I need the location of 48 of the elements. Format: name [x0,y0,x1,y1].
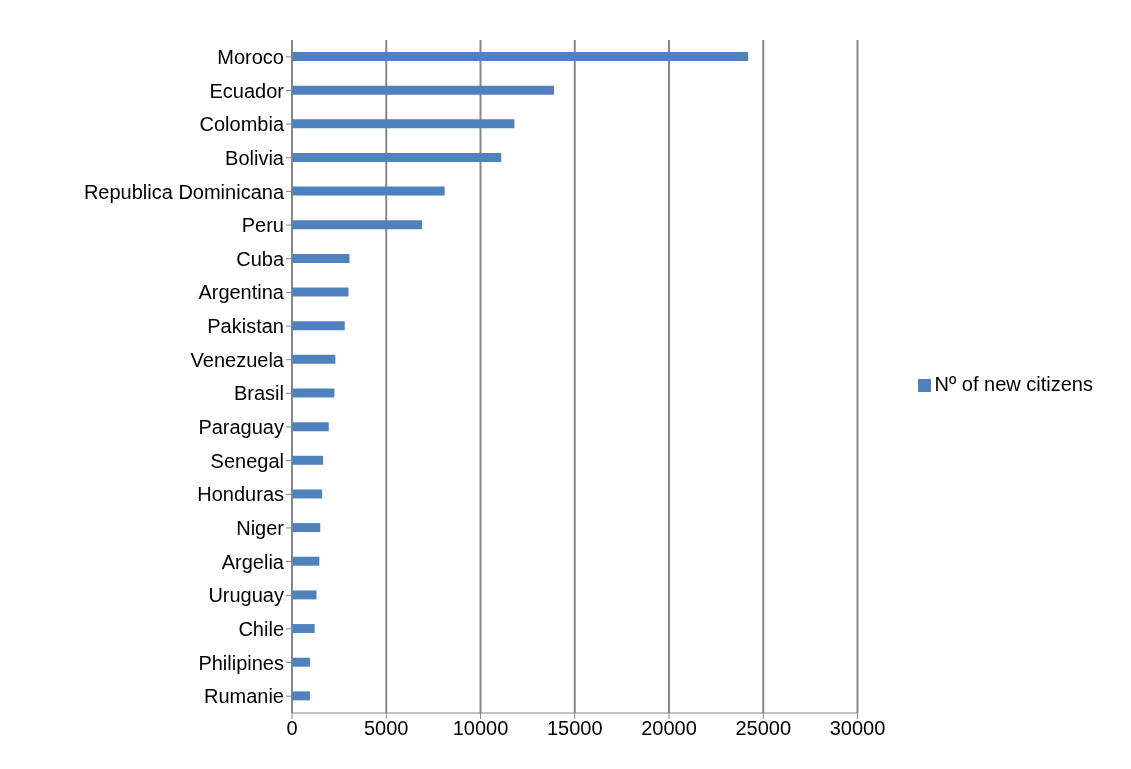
x-tick-label: 10000 [452,717,509,740]
bar [292,691,310,701]
bar [292,422,329,432]
bar [292,52,749,61]
y-tick-label: Brasil [233,382,284,405]
y-tick-label: Senegal [210,449,284,472]
y-tick-label: Bolivia [225,146,285,169]
bar [292,287,349,297]
bar [292,556,320,566]
y-tick-label: Pakistan [207,315,284,338]
bar [292,455,324,465]
bar [292,523,321,533]
bar [292,186,445,196]
y-tick-label: Paraguay [198,416,284,439]
bar [292,321,345,331]
bar [292,354,336,364]
y-tick-label: Moroco [217,45,284,68]
x-tick-label: 20000 [641,717,697,740]
bar [292,253,350,263]
y-tick-label: Niger [236,517,285,540]
x-tick-label: 15000 [546,717,603,740]
y-tick-label: Argelia [221,550,285,573]
y-tick-label: Cuba [236,247,285,270]
legend-label: Nº of new citizens [934,373,1093,395]
bar [292,657,310,667]
bar [292,388,335,398]
y-tick-label: Chile [238,617,284,640]
bar [292,590,317,600]
x-tick-label: 0 [286,717,298,740]
y-tick-label: Peru [241,214,284,237]
x-tick-label: 25000 [735,717,792,740]
y-tick-label: Argentina [198,281,285,304]
y-tick-label: Venezuela [190,348,285,371]
bar [292,220,423,230]
bar [292,119,515,129]
x-tick-label: 30000 [829,717,886,740]
y-tick-label: Uruguay [208,584,284,607]
y-tick-label: Ecuador [209,79,285,102]
y-tick-label: Rumanie [203,685,284,708]
bar [292,624,315,634]
bar [292,489,323,499]
bar [292,152,502,162]
y-tick-label: Honduras [197,483,284,506]
y-tick-label: Colombia [199,113,285,136]
bar [292,85,555,95]
y-tick-label: Philipines [198,651,284,674]
x-tick-label: 5000 [364,717,409,740]
y-tick-label: Republica Dominicana [83,180,285,203]
